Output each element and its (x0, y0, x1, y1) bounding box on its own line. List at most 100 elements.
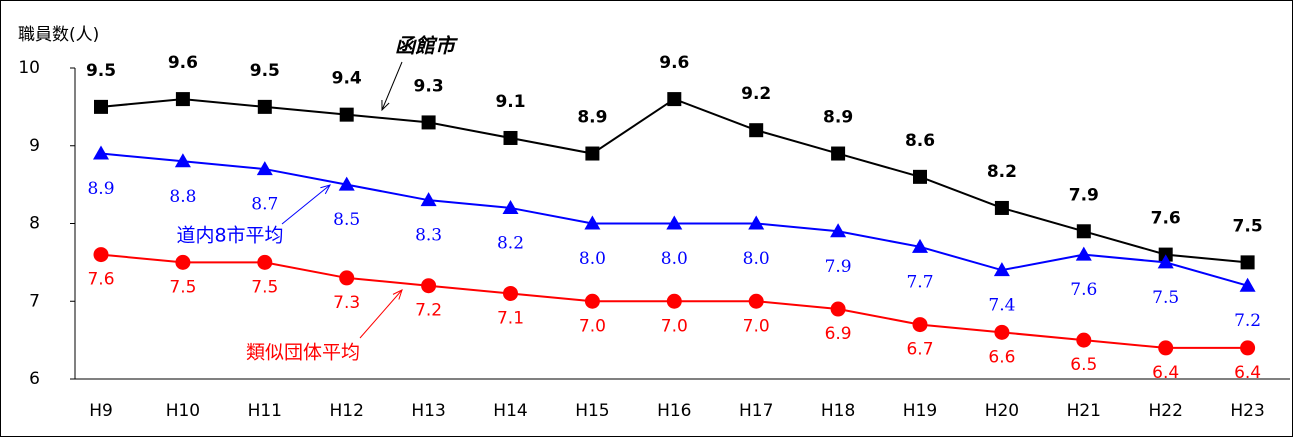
data-label: 7.0 (579, 316, 606, 336)
data-label: 6.9 (825, 324, 852, 344)
marker (1240, 340, 1256, 356)
marker (667, 92, 682, 107)
x-tick-label: H21 (1067, 401, 1101, 421)
x-tick-label: H17 (739, 401, 773, 421)
data-label: 7.6 (87, 270, 114, 290)
marker (585, 146, 600, 161)
data-label: 8.9 (577, 108, 607, 128)
data-label: 7.3 (333, 293, 360, 313)
data-label: 7.9 (825, 257, 852, 277)
data-label: 6.5 (1070, 355, 1097, 375)
marker (1239, 277, 1256, 292)
marker (830, 223, 847, 238)
data-label: 8.5 (333, 210, 360, 230)
data-label: 8.9 (823, 108, 853, 128)
data-label: 6.6 (988, 347, 1015, 367)
marker (584, 215, 601, 230)
data-label: 6.4 (1234, 363, 1261, 383)
data-label: 8.6 (905, 131, 935, 151)
data-label: 8.0 (661, 249, 688, 269)
data-label: 7.1 (497, 308, 524, 328)
marker (831, 146, 846, 161)
marker (913, 169, 927, 184)
marker (421, 278, 437, 294)
y-axis-label: 職員数(人) (18, 25, 99, 45)
x-tick-label: H11 (248, 401, 282, 421)
marker (994, 324, 1010, 340)
marker (339, 270, 355, 286)
marker (256, 161, 273, 176)
data-label: 8.8 (169, 187, 196, 207)
marker (912, 317, 928, 333)
y-tick-label: 8 (29, 214, 40, 234)
x-tick-label: H15 (575, 401, 609, 421)
marker (994, 200, 1009, 215)
x-tick-label: H16 (657, 401, 691, 421)
data-label: 7.6 (1070, 280, 1097, 300)
marker (912, 238, 928, 253)
marker (830, 301, 846, 317)
x-tick-label: H10 (166, 401, 200, 421)
marker (1158, 340, 1174, 356)
data-label: 7.4 (988, 296, 1015, 316)
x-tick-label: H22 (1148, 401, 1182, 421)
data-label: 9.5 (250, 61, 280, 81)
annotation-arrow (281, 184, 331, 225)
data-label: 8.0 (579, 249, 606, 269)
marker (1240, 255, 1255, 270)
x-tick-label: H19 (903, 401, 937, 421)
marker (1076, 224, 1091, 239)
annotation-arrowhead (320, 184, 331, 195)
marker (175, 254, 191, 270)
data-label: 6.4 (1152, 363, 1179, 383)
marker (93, 247, 109, 263)
marker (338, 176, 355, 191)
marker (993, 262, 1010, 277)
data-label: 8.0 (743, 249, 770, 269)
data-label: 7.5 (251, 277, 278, 297)
marker (257, 254, 273, 270)
data-label: 7.2 (1234, 311, 1261, 331)
data-label: 8.3 (415, 226, 442, 246)
data-label: 9.5 (86, 61, 116, 81)
marker (748, 215, 765, 230)
marker (421, 115, 436, 130)
data-label: 7.5 (1152, 288, 1179, 308)
x-tick-label: H9 (89, 401, 113, 421)
data-label: 7.7 (906, 272, 933, 292)
data-label: 6.7 (906, 340, 933, 360)
data-label: 7.5 (1233, 216, 1263, 236)
y-tick-label: 6 (29, 369, 40, 389)
data-label: 8.2 (497, 233, 524, 253)
marker (503, 130, 518, 145)
x-tick-label: H14 (493, 401, 527, 421)
y-tick-label: 9 (29, 136, 40, 156)
marker (749, 123, 764, 138)
data-label: 8.7 (251, 195, 278, 215)
data-label: 7.5 (169, 277, 196, 297)
marker (666, 215, 683, 230)
marker (257, 99, 272, 114)
data-label: 9.2 (741, 84, 771, 104)
x-tick-label: H18 (821, 401, 855, 421)
marker (584, 293, 600, 309)
marker (174, 153, 191, 168)
marker (1157, 254, 1174, 269)
data-label: 9.4 (332, 69, 362, 89)
annotation-arrow (359, 289, 403, 339)
data-label: 9.6 (659, 53, 689, 73)
y-tick-label: 7 (29, 291, 40, 311)
marker (93, 145, 109, 160)
marker (175, 92, 190, 107)
data-label: 8.2 (987, 162, 1017, 182)
data-label: 9.1 (495, 92, 525, 112)
series-annotation: 類似団体平均 (246, 342, 360, 364)
data-label: 9.6 (168, 53, 198, 73)
x-tick-label: H12 (329, 401, 363, 421)
data-label: 7.9 (1069, 185, 1099, 205)
marker (503, 285, 518, 301)
data-label: 7.2 (415, 301, 442, 321)
